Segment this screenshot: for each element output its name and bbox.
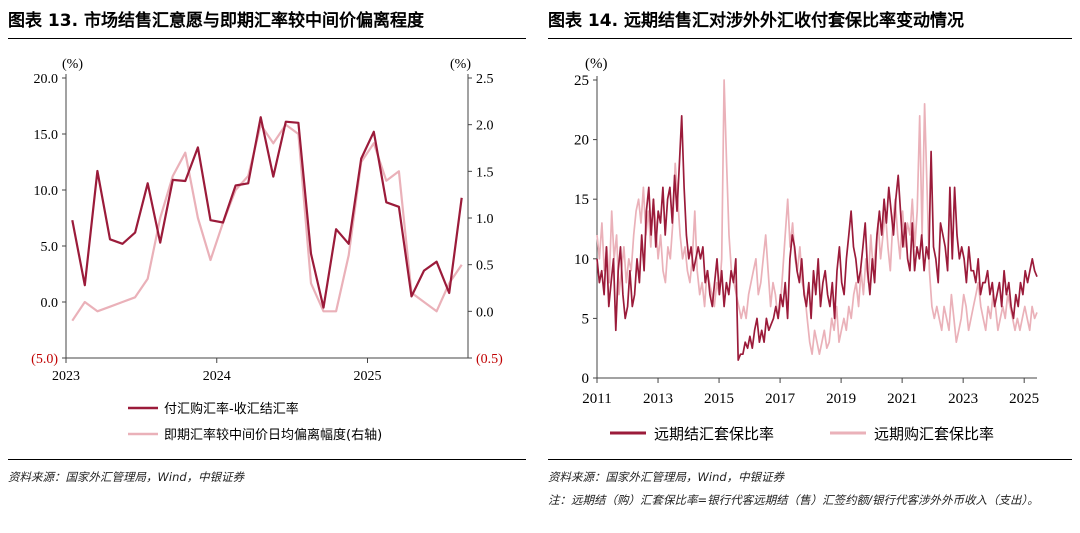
- source-text: 资料来源：国家外汇管理局，Wind，中银证券: [8, 470, 245, 484]
- x-tick-label: 2025: [1009, 391, 1039, 407]
- legend-label: 即期汇率较中间价日均偏离幅度(右轴): [164, 427, 382, 443]
- x-tick-label: 2021: [887, 391, 917, 407]
- line-chart-left: 20.0 15.0 10.0 5.0 0.0 (5.0) 2.5 2.0 1.5 1.0 0.5 0.…: [31, 57, 503, 443]
- y-tick-label: 5: [582, 311, 590, 327]
- x-tick-label: 2023: [948, 391, 978, 407]
- source-text: 资料来源：国家外汇管理局，Wind，中银证券: [548, 470, 785, 484]
- title-rule: [8, 38, 526, 39]
- y-tick-label-left: 10.0: [34, 184, 59, 199]
- series-line-forward-purchase: [596, 79, 1038, 356]
- series-line-forward-settlement: [596, 114, 1038, 361]
- y-tick-label-right: 2.5: [476, 72, 494, 87]
- source-rule: [8, 459, 526, 460]
- legend-label: 付汇购汇率-收汇结汇率: [164, 401, 299, 417]
- y-tick-label-left: 20.0: [34, 72, 59, 87]
- y-tick-label: 15: [574, 192, 589, 208]
- x-tick-label: 2023: [52, 369, 80, 384]
- y-tick-label-right: 1.5: [476, 165, 494, 180]
- y-tick-label: 10: [574, 252, 589, 268]
- source-rule: [548, 459, 1072, 460]
- series-line-fx-purchase-settlement: [71, 116, 463, 309]
- x-tick-label: 2013: [643, 391, 673, 407]
- series-line-spot-deviation: [71, 123, 463, 322]
- y-axis-unit-left: (%): [62, 57, 83, 72]
- y-tick-label: 20: [574, 133, 589, 149]
- y-tick-label-right: 1.0: [476, 212, 494, 227]
- x-tick-label: 2017: [765, 391, 796, 407]
- y-tick-label-left: 15.0: [34, 128, 59, 143]
- title-rule: [548, 38, 1072, 39]
- y-axis-unit-right: (%): [450, 57, 471, 72]
- chart-title: 图表 14. 远期结售汇对涉外外汇收付套保比率变动情况: [548, 11, 964, 31]
- y-tick-label-right: 2.0: [476, 119, 494, 134]
- legend-label: 远期购汇套保比率: [874, 425, 994, 443]
- y-axis-unit: (%): [585, 56, 608, 72]
- legend-label: 远期结汇套保比率: [654, 425, 774, 443]
- y-tick-label-left: 5.0: [41, 240, 59, 255]
- y-tick-label: 0: [582, 371, 590, 387]
- y-tick-label-right: 0.5: [476, 259, 494, 274]
- y-tick-label-left: (5.0): [31, 352, 58, 367]
- chart-panel-left: 图表 13. 市场结售汇意愿与即期汇率较中间价偏离程度 20.0 15.0 10.0…: [0, 0, 534, 533]
- x-tick-label: 2015: [704, 391, 734, 407]
- chart-title: 图表 13. 市场结售汇意愿与即期汇率较中间价偏离程度: [8, 11, 424, 31]
- chart-panel-right: 图表 14. 远期结售汇对涉外外汇收付套保比率变动情况 25 20 15 10 5 0 (%…: [540, 0, 1080, 533]
- y-tick-label-left: 0.0: [41, 296, 59, 311]
- x-tick-label: 2024: [203, 369, 231, 384]
- x-tick-label: 2011: [582, 391, 611, 407]
- y-tick-label: 25: [574, 73, 589, 89]
- x-tick-label: 2025: [354, 369, 382, 384]
- x-tick-label: 2019: [826, 391, 856, 407]
- footnote: 注：远期结（购）汇套保比率=银行代客远期结（售）汇签约额/银行代客涉外外币收入（…: [548, 493, 1039, 507]
- y-tick-label-right: 0.0: [476, 305, 494, 320]
- y-tick-label-right: (0.5): [476, 352, 503, 367]
